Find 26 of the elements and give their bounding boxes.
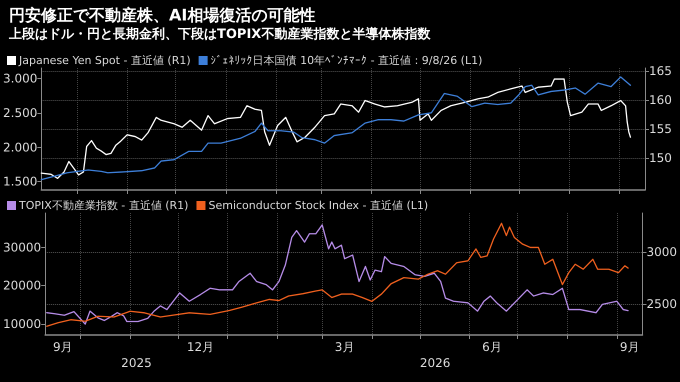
text: 2026 bbox=[420, 356, 450, 370]
y2-tick-label: 165 bbox=[649, 64, 672, 78]
y-tick-label: 2.500 bbox=[2, 106, 38, 120]
y2-tick-label: 160 bbox=[649, 92, 672, 107]
chart-title: 円安修正で不動産株、AI相場復活の可能性 bbox=[9, 6, 316, 24]
y-tick-label: 2.000 bbox=[2, 140, 38, 154]
text: 2025 bbox=[121, 356, 152, 370]
y-tick-label: 30000 bbox=[2, 240, 42, 254]
y2-tick-label: 2500 bbox=[646, 296, 678, 311]
legend-label: Semiconductor Stock Index - 直近値 (L1) bbox=[208, 199, 428, 212]
y-tick-label: 10000 bbox=[2, 316, 42, 331]
y-tick-label: 1.500 bbox=[2, 174, 38, 189]
x-tick-label: 9月 bbox=[620, 340, 640, 354]
legend-label: TOPIX不動産業指数 - 直近値 (R1) bbox=[18, 199, 188, 212]
y-tick-label: 20000 bbox=[2, 278, 42, 293]
legend-label: Japanese Yen Spot - 直近値 (R1) bbox=[18, 54, 191, 67]
y2-tick-label: 155 bbox=[649, 122, 672, 136]
y2-tick-label: 3000 bbox=[646, 244, 678, 259]
legend-label: ｼﾞｪﾈﾘｯｸ日本国債 10年ﾍﾞﾝﾁﾏｰｸ - 直近値 : 9/8/26 (L1) bbox=[210, 54, 482, 67]
chart-subtitle: 上段はドル・円と長期金利、下段はTOPIX不動産業指数と半導体株指数 bbox=[8, 26, 432, 42]
x-tick-label: 6月 bbox=[482, 340, 502, 354]
y2-tick-label: 150 bbox=[649, 151, 672, 166]
x-tick-label: 3月 bbox=[334, 340, 354, 354]
y-tick-label: 3.000 bbox=[2, 71, 38, 86]
x-tick-label: 9月 bbox=[52, 340, 73, 354]
x-tick-label: 12月 bbox=[186, 340, 214, 354]
